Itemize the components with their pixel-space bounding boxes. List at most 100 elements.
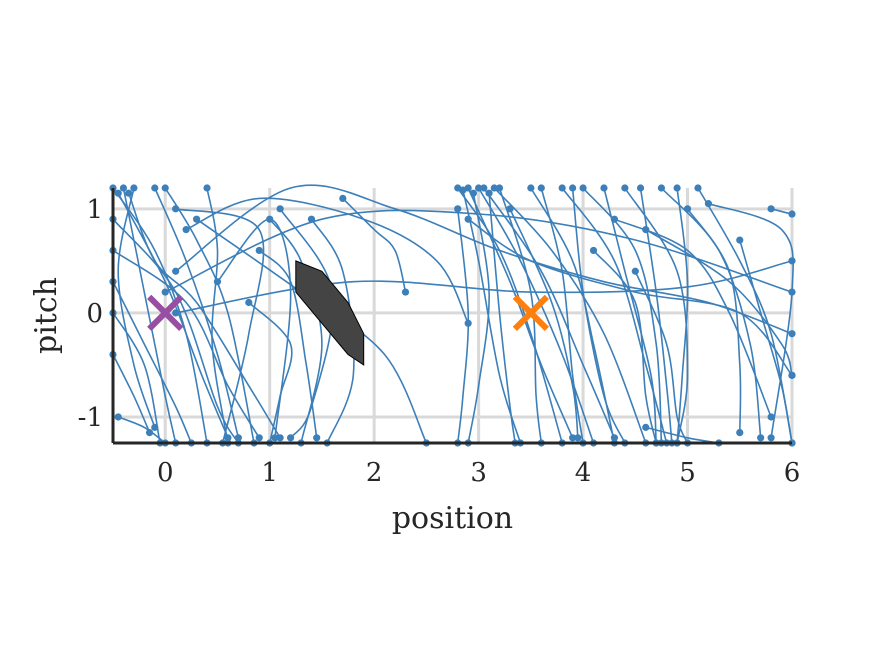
trajectory-line-51: [739, 239, 793, 444]
trajectory-end-point-58: [788, 371, 796, 379]
trajectory-start-point-52: [589, 246, 598, 255]
start-marker: [147, 294, 184, 332]
trajectory-start-point-19: [172, 309, 180, 317]
trajectory-start-point-1: [114, 189, 122, 197]
trajectory-start-point-10: [114, 413, 122, 421]
x-tick-label-1: 1: [261, 458, 278, 488]
trajectory-start-point-23: [276, 205, 284, 213]
trajectory-start-point-41: [569, 184, 577, 192]
trajectory-start-point-24: [307, 215, 316, 223]
trajectory-start-point-43: [600, 184, 608, 192]
markers: [147, 294, 549, 332]
trajectory-line-0: [112, 187, 208, 444]
trajectory-start-point-26: [245, 298, 253, 307]
trajectory-start-point-25: [339, 194, 347, 203]
x-tick-label-3: 3: [470, 458, 487, 488]
x-tick-label-0: 0: [157, 458, 174, 488]
x-tick-label-4: 4: [575, 458, 592, 488]
axes: [111, 188, 792, 445]
trajectory-line-46: [660, 187, 762, 439]
trajectory-line-49: [686, 208, 742, 434]
trajectory-line-8: [112, 312, 161, 444]
trajectory-start-point-3: [125, 189, 133, 197]
trajectory-end-point-23: [286, 434, 295, 442]
y-axis-label: pitch: [29, 277, 64, 354]
trajectory-start-point-58: [642, 226, 650, 234]
trajectory-start-point-39: [537, 184, 545, 192]
trajectory-line-55: [634, 270, 689, 444]
trajectory-start-point-20: [192, 215, 201, 223]
trajectory-start-point-36: [454, 205, 462, 213]
trajectory-start-point-4: [130, 184, 138, 192]
trajectory-start-point-15: [213, 278, 222, 286]
trajectory-start-point-30: [469, 189, 477, 197]
trajectory-start-point-31: [475, 184, 483, 192]
trajectory-start-point-38: [527, 184, 535, 192]
x-tick-label-5: 5: [679, 458, 696, 488]
trajectory-start-point-17: [172, 267, 180, 275]
trajectory-start-point-44: [621, 184, 629, 192]
trajectory-line-35: [498, 187, 543, 444]
obstacle-polygon: [295, 260, 365, 366]
trajectory-end-point-19: [788, 257, 796, 265]
trajectory-end-point-15: [271, 434, 279, 442]
trajectory-line-56: [509, 208, 579, 439]
trajectory-line-43: [603, 187, 657, 444]
trajectory-line-23: [279, 208, 335, 439]
trajectory-line-33: [488, 192, 516, 444]
trajectory-line-6: [112, 249, 260, 439]
x-axis-label: position: [392, 501, 513, 536]
trajectory-line-34: [493, 187, 647, 444]
trajectory-line-37: [467, 218, 793, 377]
trajectory-line-11: [154, 187, 240, 439]
x-tick-labels: 0 1 2 3 4 5 6: [157, 458, 800, 488]
trajectory-start-point-54: [767, 205, 775, 213]
trajectory-start-point-18: [161, 288, 169, 296]
trajectory-line-14: [174, 208, 265, 444]
trajectory-line-58: [645, 228, 793, 377]
trajectory-end-point-50: [767, 434, 775, 442]
trajectory-line-29: [467, 187, 574, 439]
trajectory-start-point-42: [579, 184, 587, 192]
trajectory-start-point-12: [161, 184, 169, 192]
trajectory-end-point-53: [767, 413, 775, 421]
trajectory-end-point-56: [574, 434, 582, 442]
trajectory-start-point-45: [636, 184, 645, 192]
trajectory-start-point-53: [610, 215, 619, 223]
trajectory-end-point-46: [757, 434, 765, 442]
trajectory-end-point-6: [255, 434, 263, 442]
trajectory-start-point-49: [683, 205, 692, 213]
trajectory-line-7: [112, 280, 193, 444]
trajectory-start-point-32: [480, 184, 488, 192]
y-tick-label-0: -1: [78, 403, 103, 433]
trajectory-start-point-37: [464, 215, 472, 223]
trajectory-start-point-33: [485, 189, 493, 197]
trajectory-start-point-40: [558, 184, 566, 192]
trajectory-line-17: [174, 184, 793, 335]
trajectory-end-point-17: [788, 330, 796, 338]
trajectory-end-point-3: [276, 434, 284, 442]
trajectory-start-point-29: [464, 184, 472, 192]
trajectory-start-point-35: [495, 184, 504, 192]
trajectory-line-26: [248, 301, 293, 444]
trajectory-line-4: [117, 187, 156, 429]
trajectory-line-40: [561, 187, 668, 444]
trajectory-line-9: [112, 353, 151, 434]
trajectory-start-point-21: [255, 246, 263, 255]
trajectory-line-25: [342, 197, 407, 293]
trajectory-line-15: [216, 218, 292, 439]
trajectory-line-30: [467, 192, 490, 444]
trajectory-start-point-56: [506, 205, 514, 213]
trajectory-start-point-51: [736, 236, 744, 244]
x-tick-label-6: 6: [784, 458, 801, 488]
trajectory-start-point-11: [151, 184, 159, 192]
trajectory-line-52: [592, 249, 657, 444]
y-tick-label-1: 0: [86, 299, 103, 329]
trajectory-line-32: [483, 187, 616, 439]
x-tick-label-2: 2: [366, 458, 383, 488]
trajectory-line-1: [117, 192, 229, 439]
y-tick-label-2: 1: [86, 195, 103, 225]
trajectory-line-5: [112, 218, 240, 444]
trajectory-start-point-2: [119, 184, 128, 192]
